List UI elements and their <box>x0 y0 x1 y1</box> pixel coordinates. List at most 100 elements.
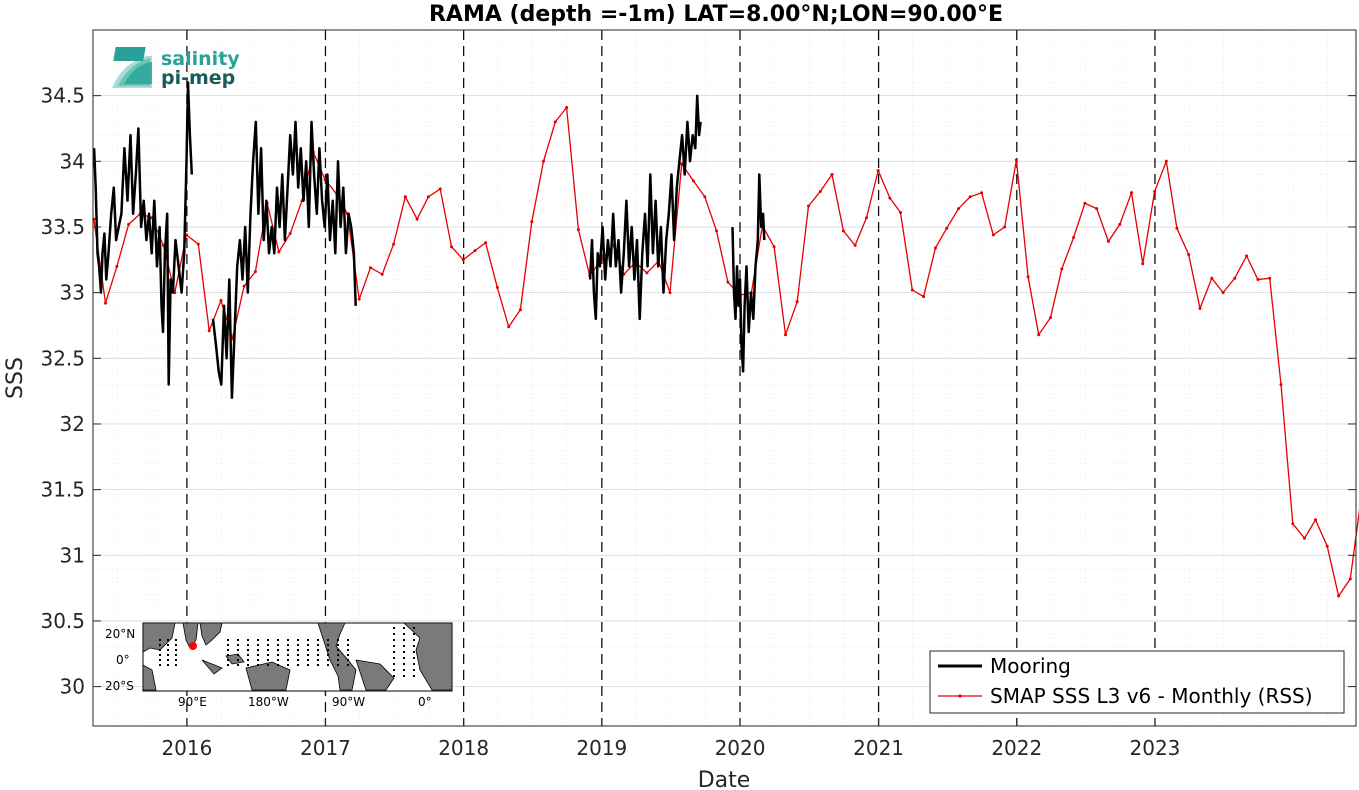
y-tick-label: 32.5 <box>40 346 85 370</box>
y-tick-label: 34 <box>60 149 85 173</box>
buoy-dot <box>287 649 289 651</box>
smap-point <box>253 270 257 274</box>
legend-entry-mooring: Mooring <box>990 654 1071 678</box>
smap-point <box>415 217 419 221</box>
smap-point <box>1072 236 1076 239</box>
buoy-dot <box>257 664 259 666</box>
x-tick-label: 2021 <box>853 736 904 760</box>
smap-point <box>772 245 776 249</box>
chart-title: RAMA (depth =-1m) LAT=8.00°N;LON=90.00°E <box>429 2 1003 27</box>
x-tick-label: 2020 <box>715 736 766 760</box>
smap-point <box>1118 222 1122 226</box>
buoy-dot <box>337 649 339 651</box>
plot-frame <box>92 29 1357 727</box>
buoy-dot <box>175 649 177 651</box>
inset-map-buoy-dots <box>159 627 415 677</box>
buoy-dot <box>287 639 289 641</box>
y-axis-ticks: 30 30.5 31 31.5 32 32.5 33 33.5 34 34.5 <box>40 84 1356 699</box>
smap-point <box>1337 594 1341 598</box>
mooring-series-line <box>731 173 766 373</box>
buoy-dot <box>327 644 329 646</box>
buoy-dot <box>247 654 249 656</box>
buoy-dot <box>307 664 309 666</box>
minor-grid <box>93 30 1356 726</box>
buoy-dot <box>413 675 415 677</box>
buoy-dot <box>277 649 279 651</box>
smap-point <box>1095 207 1099 211</box>
y-tick-label: 33.5 <box>40 215 85 239</box>
wave-logo-icon <box>112 47 152 88</box>
buoy-dot <box>413 651 415 653</box>
x-tick-label: 2017 <box>300 736 351 760</box>
buoy-dot <box>403 663 405 665</box>
buoy-dot <box>267 639 269 641</box>
buoy-dot <box>167 659 169 661</box>
buoy-dot <box>167 654 169 656</box>
smap-point <box>1303 536 1306 540</box>
smap-point <box>530 220 534 224</box>
smap-point <box>807 204 810 208</box>
buoy-dot <box>159 639 161 641</box>
legend-box <box>929 650 1345 714</box>
x-axis-label: Date <box>698 768 751 790</box>
y-tick-label: 32 <box>60 412 85 436</box>
inset-lon-label: 0° <box>418 695 432 709</box>
smap-point <box>853 243 857 247</box>
buoy-dot <box>257 649 259 651</box>
buoy-dot <box>277 659 279 661</box>
buoy-dot <box>297 649 299 651</box>
buoy-dot <box>267 664 269 666</box>
buoy-dot <box>277 654 279 656</box>
smap-point <box>392 242 396 246</box>
buoy-dot <box>287 659 289 661</box>
buoy-dot <box>287 664 289 666</box>
smap-point <box>219 299 223 302</box>
smap-point <box>968 195 972 199</box>
buoy-dot <box>337 659 339 661</box>
inset-map: 20°N 0° 20°S 90°E 180°W 90°W 0° <box>105 622 453 709</box>
buoy-dot <box>403 651 405 653</box>
smap-point <box>1348 577 1352 581</box>
smap-point <box>1291 522 1295 526</box>
smap-point <box>369 266 372 270</box>
buoy-dot <box>327 664 329 666</box>
smap-point <box>795 300 799 304</box>
inset-lon-label: 180°W <box>248 695 289 709</box>
buoy-dot <box>277 644 279 646</box>
inset-lat-label: 20°S <box>105 679 134 693</box>
buoy-dot <box>317 664 319 666</box>
buoy-dot <box>413 627 415 629</box>
y-axis-label: SSS <box>3 357 28 399</box>
y-tick-label: 34.5 <box>40 84 85 108</box>
smap-point <box>277 250 281 254</box>
buoy-dot <box>413 639 415 641</box>
buoy-dot <box>347 649 349 651</box>
buoy-dot <box>347 659 349 661</box>
smap-point <box>1187 253 1191 257</box>
smap-point <box>841 229 845 233</box>
buoy-dot <box>337 644 339 646</box>
buoy-dot <box>297 659 299 661</box>
smap-point <box>115 264 119 268</box>
buoy-dot <box>393 651 395 653</box>
buoy-dot <box>257 659 259 661</box>
buoy-dot <box>287 644 289 646</box>
y-tick-label: 30.5 <box>40 609 85 633</box>
smap-point <box>127 222 131 226</box>
buoy-dot <box>227 644 229 646</box>
buoy-dot <box>347 654 349 656</box>
smap-point <box>438 187 442 191</box>
smap-point <box>645 271 649 275</box>
buoy-dot <box>307 659 309 661</box>
buoy-dot <box>257 654 259 656</box>
buoy-dot <box>175 639 177 641</box>
y-tick-label: 30 <box>60 675 85 699</box>
smap-point <box>507 325 511 329</box>
buoy-dot <box>257 644 259 646</box>
smap-point <box>784 333 787 337</box>
buoy-dot <box>327 659 329 661</box>
legend-entry-smap: SMAP SSS L3 v6 - Monthly (RSS) <box>990 684 1313 708</box>
smap-point <box>518 308 522 312</box>
buoy-dot <box>403 645 405 647</box>
